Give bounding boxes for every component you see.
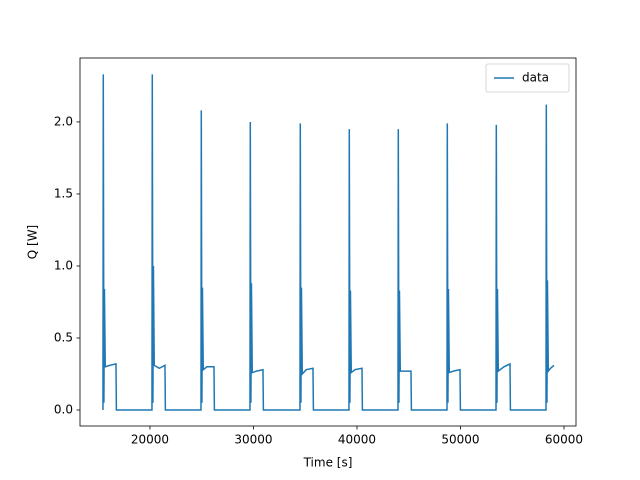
y-tick-label: 0.5	[54, 330, 73, 344]
x-tick-label: 20000	[131, 433, 169, 447]
x-tick-label: 50000	[441, 433, 479, 447]
y-axis-label: Q [W]	[26, 225, 40, 260]
y-tick-label: 1.0	[54, 258, 73, 272]
x-tick-label: 40000	[338, 433, 376, 447]
x-axis-label: Time [s]	[303, 456, 353, 470]
plot-frame	[79, 57, 577, 427]
x-tick-label: 30000	[234, 433, 272, 447]
data-line	[102, 74, 555, 411]
legend-label: data	[522, 71, 549, 85]
y-tick-label: 0.0	[54, 403, 73, 417]
x-tick-label: 60000	[545, 433, 583, 447]
legend-box	[485, 63, 570, 93]
y-tick-label: 2.0	[54, 114, 73, 128]
y-tick-label: 1.5	[54, 186, 73, 200]
